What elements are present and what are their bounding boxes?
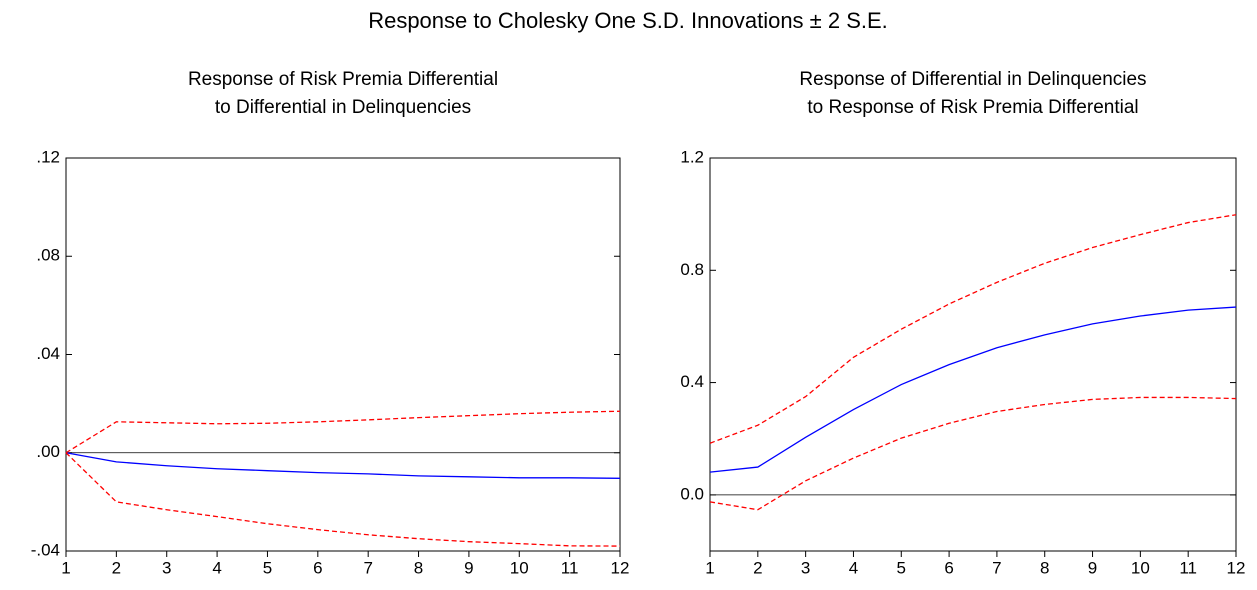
series-line: [709, 214, 1237, 444]
y-tick-label: 1.2: [680, 147, 704, 166]
x-tick-label: 1: [61, 558, 70, 577]
chart-title: Response of Differential in Delinquencie…: [799, 69, 1146, 90]
x-tick-label: 1: [705, 558, 714, 577]
x-tick-label: 12: [1227, 558, 1246, 577]
x-tick-label: 8: [414, 558, 423, 577]
series-line: [709, 306, 1237, 473]
x-tick-label: 8: [1040, 558, 1049, 577]
x-tick-label: 6: [313, 558, 322, 577]
plot-frame: [65, 157, 621, 552]
chart-title: to Differential in Delinquencies: [215, 97, 471, 118]
y-tick-label: .08: [36, 246, 60, 265]
x-tick-label: 5: [263, 558, 272, 577]
figure-title: Response to Cholesky One S.D. Innovation…: [368, 8, 888, 33]
series-line: [709, 396, 1237, 511]
chart-title: Response of Risk Premia Differential: [188, 69, 498, 90]
x-tick-label: 7: [363, 558, 372, 577]
y-tick-label: .04: [36, 344, 60, 363]
x-tick-label: 10: [510, 558, 529, 577]
series-line: [65, 452, 621, 479]
y-tick-label: 0.4: [680, 372, 704, 391]
x-tick-label: 2: [753, 558, 762, 577]
series-line: [65, 452, 621, 547]
x-tick-label: 5: [897, 558, 906, 577]
x-tick-label: 4: [212, 558, 221, 577]
plot-frame: [709, 157, 1237, 552]
x-tick-label: 12: [611, 558, 630, 577]
y-tick-label: .12: [36, 147, 60, 166]
y-tick-label: 0.8: [680, 260, 704, 279]
y-tick-label: 0.0: [680, 484, 704, 503]
x-tick-label: 10: [1131, 558, 1150, 577]
x-tick-label: 6: [944, 558, 953, 577]
x-tick-label: 9: [464, 558, 473, 577]
x-tick-label: 4: [849, 558, 858, 577]
x-tick-label: 9: [1088, 558, 1097, 577]
x-tick-label: 2: [112, 558, 121, 577]
x-tick-label: 11: [561, 558, 579, 577]
x-tick-label: 3: [162, 558, 171, 577]
y-tick-label: -.04: [31, 540, 60, 559]
y-tick-label: .00: [36, 442, 60, 461]
series-line: [65, 410, 621, 454]
chart-title: to Response of Risk Premia Differential: [807, 97, 1138, 118]
x-tick-label: 11: [1179, 558, 1197, 577]
x-tick-label: 3: [801, 558, 810, 577]
x-tick-label: 7: [992, 558, 1001, 577]
